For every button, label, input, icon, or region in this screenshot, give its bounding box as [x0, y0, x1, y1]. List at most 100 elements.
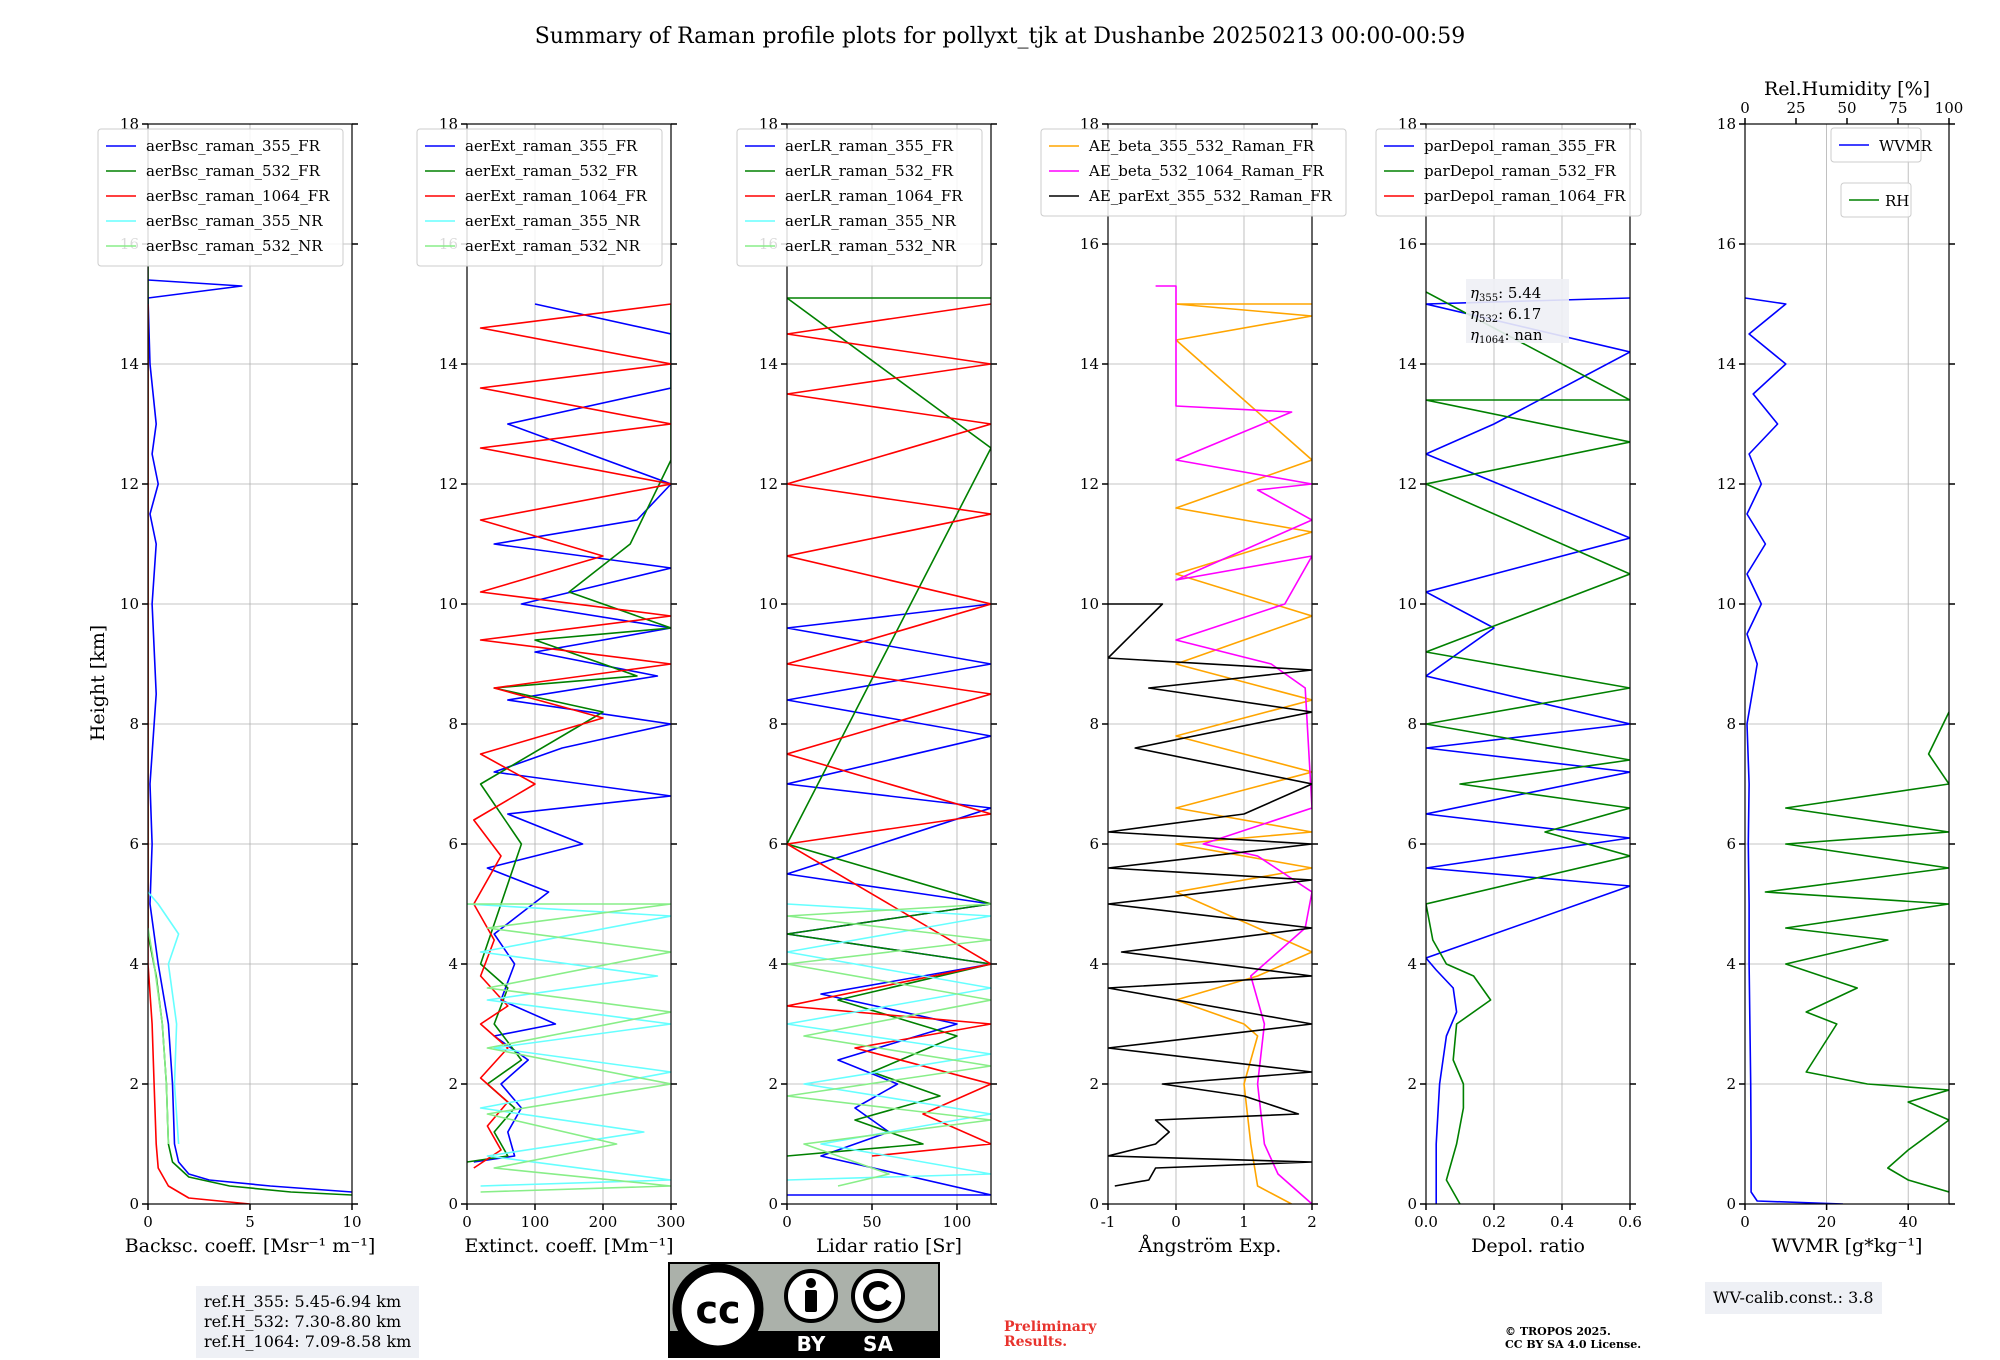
legend: aerBsc_raman_355_FR aerBsc_raman_532_FRae…	[97, 128, 344, 267]
legend-entry: aerExt_raman_1064_FR	[465, 187, 647, 205]
legend-entry: parDepol_raman_532_FR	[1424, 162, 1617, 180]
y-tick-label: 12	[1398, 475, 1417, 493]
x-axis-label: Backsc. coeff. [Msr⁻¹ m⁻¹]	[125, 1235, 376, 1257]
wv-calib-text: WV-calib.const.: 3.8	[1713, 1288, 1874, 1307]
cc-circle-icon	[672, 1263, 764, 1355]
cc-sa-label: SA	[863, 1332, 893, 1356]
x-tick-label: 0.6	[1618, 1213, 1642, 1231]
cc-by-label: BY	[797, 1332, 826, 1356]
series-line-RH	[1764, 711, 1949, 1193]
legend: parDepol_raman_355_FR parDepol_raman_532_…	[1375, 128, 1642, 217]
y-tick-label: 4	[1089, 955, 1099, 973]
eta-line: η532: 6.17	[1470, 305, 1541, 325]
legend-entry: aerExt_raman_532_FR	[465, 162, 638, 180]
legend-entry: aerExt_raman_355_NR	[465, 212, 641, 230]
y-tick-label: 10	[759, 595, 778, 613]
series-group	[1108, 285, 1312, 1204]
x-tick-label: 100	[521, 1213, 550, 1231]
x-tick-label: 2	[1307, 1213, 1317, 1231]
series-line-AE_beta_532_1064_Raman_FR	[1155, 285, 1312, 1204]
tropos-line-1: © TROPOS 2025.	[1505, 1325, 1611, 1338]
top-x-tick-label: 50	[1837, 99, 1856, 117]
x-tick-label: 0	[462, 1213, 472, 1231]
top-axis-label: Rel.Humidity [%]	[1764, 78, 1930, 100]
y-tick-label: 0	[1407, 1195, 1417, 1213]
by-person-body-icon	[805, 1290, 817, 1312]
series-line-aerExt_raman_532_FR	[467, 304, 671, 1163]
x-axis-label: Extinct. coeff. [Mm⁻¹]	[464, 1235, 673, 1257]
series-group	[467, 303, 671, 1193]
y-tick-label: 10	[1398, 595, 1417, 613]
y-tick-label: 8	[1089, 715, 1099, 733]
x-tick-label: 0	[143, 1213, 153, 1231]
y-axis-label: Height [km]	[87, 625, 109, 741]
y-tick-label: 2	[1726, 1075, 1736, 1093]
y-tick-label: 6	[1726, 835, 1736, 853]
x-tick-label: 0	[782, 1213, 792, 1231]
legend-entry: aerBsc_raman_355_FR	[146, 137, 321, 155]
legend-entry: aerLR_raman_532_NR	[785, 237, 956, 255]
y-tick-label: 12	[1080, 475, 1099, 493]
x-tick-label: 10	[342, 1213, 361, 1231]
y-tick-label: 8	[768, 715, 778, 733]
legend-entry: WVMR	[1879, 137, 1933, 155]
legend-entry: aerBsc_raman_532_FR	[146, 162, 321, 180]
y-tick-label: 2	[1089, 1075, 1099, 1093]
y-tick-label: 16	[1398, 235, 1417, 253]
legend-box	[1830, 127, 1922, 163]
y-tick-label: 10	[439, 595, 458, 613]
legend: aerExt_raman_355_FR aerExt_raman_532_FRae…	[416, 128, 663, 267]
legend-entry: parDepol_raman_1064_FR	[1424, 187, 1626, 205]
sa-arrow-icon	[863, 1281, 892, 1312]
legend-entry: aerLR_raman_355_FR	[785, 137, 954, 155]
series-line-aerExt_raman_1064_FR	[473, 303, 671, 1169]
y-tick-label: 6	[768, 835, 778, 853]
sa-share-alike-icon	[851, 1269, 905, 1323]
x-tick-label: 5	[245, 1213, 255, 1231]
legend-entry: aerBsc_raman_355_NR	[146, 212, 323, 230]
x-tick-label: 0	[1171, 1213, 1181, 1231]
x-tick-label: 0.4	[1550, 1213, 1574, 1231]
x-tick-label: 100	[943, 1213, 972, 1231]
eta-line: η1064: nan	[1470, 326, 1543, 346]
top-x-tick-label: 100	[1935, 99, 1964, 117]
series-line-aerLR_raman_355_NR	[787, 903, 991, 1181]
series-line-aerBsc_raman_355_FR	[148, 279, 352, 1193]
cc-letters-icon: cc	[695, 1288, 740, 1332]
legend-entry: aerBsc_raman_1064_FR	[146, 187, 330, 205]
top-x-tick-label: 75	[1888, 99, 1907, 117]
y-tick-label: 12	[759, 475, 778, 493]
y-tick-label: 6	[1089, 835, 1099, 853]
series-line-aerLR_raman_355_FR	[787, 603, 991, 1196]
x-tick-label: 20	[1817, 1213, 1836, 1231]
top-x-tick-label: 25	[1786, 99, 1805, 117]
figure-title: Summary of Raman profile plots for polly…	[535, 24, 1466, 49]
legend: WVMR RH	[1830, 127, 1933, 218]
axes-frame	[1107, 123, 1313, 1205]
y-tick-label: 14	[1398, 355, 1417, 373]
legend-entry: aerBsc_raman_532_NR	[146, 237, 323, 255]
series-line-aerBsc_raman_355_NR	[148, 891, 180, 1145]
legend: AE_beta_355_532_Raman_FR AE_beta_532_1064…	[1040, 128, 1347, 217]
y-tick-label: 6	[129, 835, 139, 853]
series-line-aerLR_raman_532_FR	[787, 297, 991, 1157]
x-axis-label: Lidar ratio [Sr]	[816, 1235, 962, 1257]
eta-line: η355: 5.44	[1470, 284, 1541, 304]
x-axis-label: Depol. ratio	[1471, 1235, 1585, 1257]
series-line-AE_parExt_355_532_Raman_FR	[1108, 603, 1312, 1187]
panel-lidar-ratio: 024681012141618050100Lidar ratio [Sr]aer…	[736, 115, 997, 1257]
legend-entry: AE_parExt_355_532_Raman_FR	[1088, 187, 1333, 205]
series-line-aerExt_raman_355_FR	[473, 303, 671, 1163]
legend-box	[97, 128, 344, 267]
legend-entry: aerExt_raman_532_NR	[465, 237, 641, 255]
legend-entry: aerLR_raman_1064_FR	[785, 187, 963, 205]
legend-entry: aerLR_raman_532_FR	[785, 162, 954, 180]
y-tick-label: 0	[1726, 1195, 1736, 1213]
y-tick-label: 10	[1717, 595, 1736, 613]
y-tick-label: 0	[448, 1195, 458, 1213]
y-tick-label: 6	[1407, 835, 1417, 853]
x-tick-label: 0	[1740, 1213, 1750, 1231]
series-group	[1745, 297, 1949, 1204]
